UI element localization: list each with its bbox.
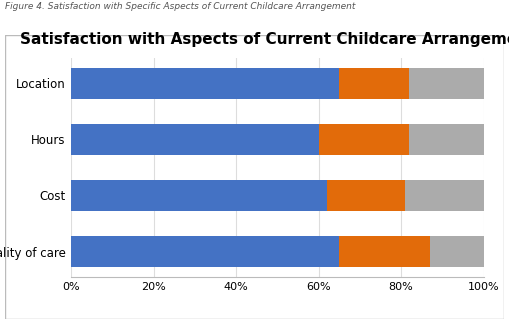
Bar [327,180,405,211]
Bar [71,236,339,267]
Bar [71,68,339,99]
Bar [339,236,430,267]
Bar [71,124,319,155]
Bar [409,124,484,155]
Bar [409,68,484,99]
Bar [405,180,484,211]
Bar [339,68,409,99]
Bar [71,180,327,211]
Title: Satisfaction with Aspects of Current Childcare Arrangement: Satisfaction with Aspects of Current Chi… [20,32,509,47]
Bar [319,124,409,155]
Text: Figure 4. Satisfaction with Specific Aspects of Current Childcare Arrangement: Figure 4. Satisfaction with Specific Asp… [5,2,355,11]
Bar [430,236,484,267]
